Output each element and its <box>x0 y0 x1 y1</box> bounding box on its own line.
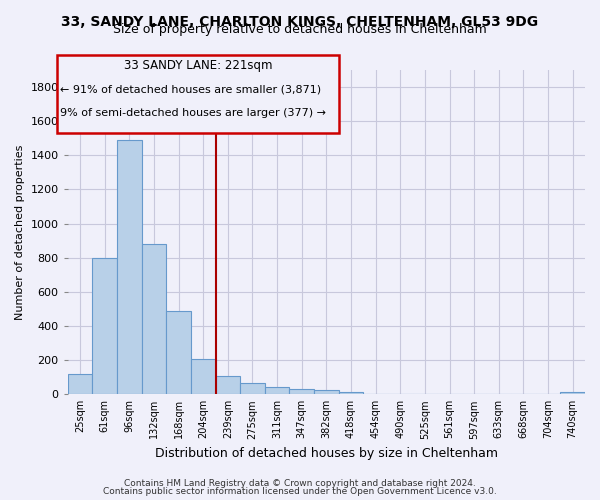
Bar <box>240 383 265 394</box>
Bar <box>166 310 191 394</box>
Bar <box>338 392 364 394</box>
Text: 9% of semi-detached houses are larger (377) →: 9% of semi-detached houses are larger (3… <box>60 108 326 118</box>
Bar <box>191 360 215 394</box>
Y-axis label: Number of detached properties: Number of detached properties <box>15 144 25 320</box>
Bar <box>92 258 117 394</box>
Bar <box>314 390 338 394</box>
Text: Contains public sector information licensed under the Open Government Licence v3: Contains public sector information licen… <box>103 487 497 496</box>
Bar <box>560 392 585 394</box>
Text: 33, SANDY LANE, CHARLTON KINGS, CHELTENHAM, GL53 9DG: 33, SANDY LANE, CHARLTON KINGS, CHELTENH… <box>61 15 539 29</box>
Bar <box>117 140 142 394</box>
Bar <box>68 374 92 394</box>
X-axis label: Distribution of detached houses by size in Cheltenham: Distribution of detached houses by size … <box>155 447 498 460</box>
Text: ← 91% of detached houses are smaller (3,871): ← 91% of detached houses are smaller (3,… <box>60 84 321 94</box>
Bar <box>265 388 289 394</box>
Bar <box>289 389 314 394</box>
Text: Contains HM Land Registry data © Crown copyright and database right 2024.: Contains HM Land Registry data © Crown c… <box>124 478 476 488</box>
Text: 33 SANDY LANE: 221sqm: 33 SANDY LANE: 221sqm <box>124 59 272 72</box>
Text: Size of property relative to detached houses in Cheltenham: Size of property relative to detached ho… <box>113 22 487 36</box>
Bar <box>215 376 240 394</box>
Bar <box>142 244 166 394</box>
